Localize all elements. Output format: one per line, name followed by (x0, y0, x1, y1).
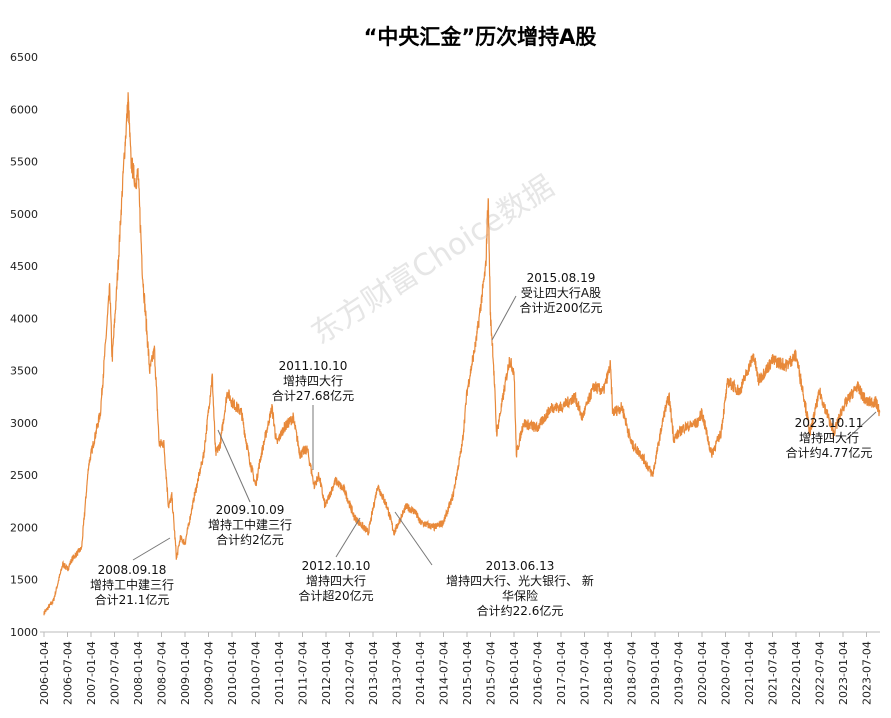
annotation-text: 2008.09.18 (98, 563, 167, 577)
annotation-text: 2023.10.11 (795, 416, 864, 430)
annotation-text: 2009.10.09 (216, 503, 285, 517)
annotation-leader-line (132, 537, 171, 561)
x-tick-label: 2023-07-04 (861, 641, 874, 705)
annotation-text: 合计约4.77亿元 (786, 445, 873, 460)
x-tick-label: 2023-01-04 (837, 641, 850, 705)
annotation-text: 合计超20亿元 (298, 588, 373, 603)
annotation-text: 2015.08.19 (527, 271, 596, 285)
annotation-text: 2013.06.13 (486, 559, 555, 573)
x-tick-label: 2018-01-04 (602, 641, 615, 705)
chart-title: “中央汇金”历次增持A股 (364, 25, 597, 49)
annotation-text: 合计21.1亿元 (95, 592, 170, 607)
x-tick-label: 2008-07-04 (156, 641, 169, 705)
y-tick-label: 4500 (10, 260, 38, 273)
x-tick-label: 2009-07-04 (203, 641, 216, 705)
y-tick-label: 2500 (10, 469, 38, 482)
x-tick-label: 2011-07-04 (297, 641, 310, 705)
x-tick-label: 2020-07-04 (720, 641, 733, 705)
x-tick-label: 2016-01-04 (508, 641, 521, 705)
y-tick-label: 2000 (10, 521, 38, 534)
annotation-leader-line (217, 429, 251, 503)
x-tick-label: 2020-01-04 (696, 641, 709, 705)
annotation-leader-line (845, 411, 877, 441)
annotation-text: 合计约22.6亿元 (477, 603, 564, 618)
annotation-text: 受让四大行A股 (521, 286, 601, 300)
series-shanghai (43, 92, 881, 616)
x-tick-label: 2007-01-04 (85, 641, 98, 705)
annotation-text: 增持工中建三行 (90, 577, 174, 592)
x-tick-label: 2022-07-04 (814, 641, 827, 705)
x-tick-label: 2017-07-04 (579, 641, 592, 705)
y-tick-label: 5000 (10, 208, 38, 221)
x-tick-label: 2007-07-04 (109, 641, 122, 705)
x-tick-label: 2006-07-04 (62, 641, 75, 705)
x-tick-label: 2018-07-04 (626, 641, 639, 705)
x-tick-label: 2021-01-04 (743, 641, 756, 705)
y-tick-label: 6500 (10, 51, 38, 64)
y-tick-label: 6000 (10, 103, 38, 116)
x-tick-label: 2015-07-04 (485, 641, 498, 705)
series-line (43, 92, 881, 616)
y-tick-label: 3500 (10, 365, 38, 378)
annotation-text: 增持工中建三行 (208, 517, 292, 532)
y-axis: 1000 1500 2000 2500 3000 3500 4000 4500 5000 5500… (10, 51, 38, 639)
watermark: 东方财富Choice数据 (305, 169, 560, 352)
annotation-text: 合计27.68亿元 (272, 388, 354, 403)
x-tick-label: 2010-01-04 (226, 641, 239, 705)
y-tick-label: 4000 (10, 312, 38, 325)
annotation-leader-line (491, 295, 517, 341)
x-tick-label: 2019-01-04 (649, 641, 662, 705)
x-tick-label: 2019-07-04 (673, 641, 686, 705)
x-axis: 2006-01-04 2006-07-04 2007-01-04 2007-07-04… (38, 631, 880, 705)
x-tick-label: 2013-07-04 (391, 641, 404, 705)
x-tick-label: 2022-01-04 (790, 641, 803, 705)
annotations: 2008.09.18增持工中建三行合计21.1亿元2009.10.09增持工中建… (90, 271, 877, 618)
x-tick-label: 2010-07-04 (250, 641, 263, 705)
annotation-text: 增持四大行、光大银行、 新 (446, 573, 594, 588)
annotation-text: 2011.10.10 (279, 359, 348, 373)
x-tick-label: 2021-07-04 (767, 641, 780, 705)
y-tick-label: 3000 (10, 417, 38, 430)
x-tick-label: 2014-01-04 (414, 641, 427, 705)
x-tick-label: 2016-07-04 (532, 641, 545, 705)
y-tick-label: 1500 (10, 574, 38, 587)
x-tick-label: 2014-07-04 (438, 641, 451, 705)
x-tick-label: 2006-01-04 (38, 641, 51, 705)
annotation-text: 增持四大行 (283, 373, 343, 388)
x-tick-label: 2009-01-04 (179, 641, 192, 705)
x-tick-label: 2017-01-04 (555, 641, 568, 705)
y-tick-label: 5500 (10, 156, 38, 169)
annotation-text: 增持四大行 (799, 430, 859, 445)
x-tick-label: 2012-01-04 (320, 641, 333, 705)
annotation-text: 合计近200亿元 (520, 300, 603, 315)
x-tick-label: 2012-07-04 (344, 641, 357, 705)
annotation-text: 华保险 (502, 588, 538, 603)
annotation-text: 增持四大行 (306, 573, 366, 588)
annotation-text: 2012.10.10 (302, 559, 371, 573)
annotation-leader-line (394, 511, 433, 566)
x-tick-label: 2015-01-04 (461, 641, 474, 705)
y-tick-label: 1000 (10, 626, 38, 639)
x-tick-label: 2013-01-04 (367, 641, 380, 705)
annotation-text: 合计约2亿元 (216, 532, 284, 547)
annotation-leader-line (335, 517, 361, 558)
x-tick-label: 2008-01-04 (132, 641, 145, 705)
x-tick-label: 2011-01-04 (273, 641, 286, 705)
